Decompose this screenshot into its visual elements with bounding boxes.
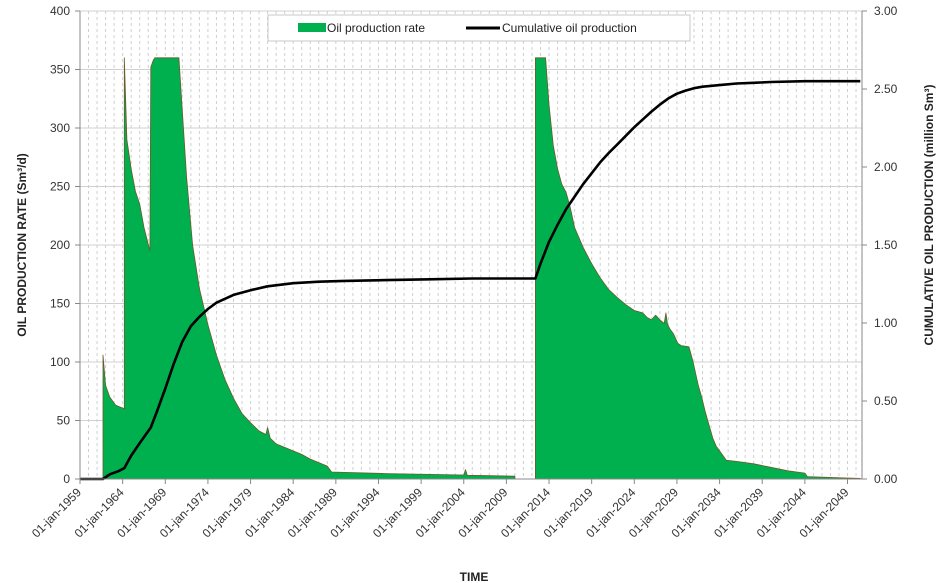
x-axis-title: TIME xyxy=(460,570,489,583)
legend-swatch-oil-rate xyxy=(298,23,326,32)
y-left-tick-label: 100 xyxy=(50,355,70,369)
y-axis-right-title: CUMULATIVE OIL PRODUCTION (million Sm³) xyxy=(922,85,936,346)
y-right-tick-label: 2.50 xyxy=(874,82,898,96)
y-axis-left-title: OIL PRODUCTION RATE (Sm³/d) xyxy=(15,153,29,337)
legend-label-oil-rate: Oil production rate xyxy=(327,21,425,35)
plot-area xyxy=(80,57,861,481)
y-left-tick-label: 350 xyxy=(50,63,70,77)
y-left-tick-label: 150 xyxy=(50,297,70,311)
y-right-tick-label: 2.00 xyxy=(874,160,898,174)
y-right-tick-label: 0.50 xyxy=(874,394,898,408)
legend-label-cumulative: Cumulative oil production xyxy=(502,21,637,35)
y-right-tick-label: 1.50 xyxy=(874,238,898,252)
cumulative-line xyxy=(80,79,861,481)
y-right-tick-label: 1.00 xyxy=(874,316,898,330)
y-left-tick-label: 300 xyxy=(50,121,70,135)
y-left-tick-label: 0 xyxy=(63,472,70,486)
oil-rate-area xyxy=(535,57,861,480)
y-left-tick-label: 50 xyxy=(57,414,71,428)
y-right-tick-label: 3.00 xyxy=(874,4,898,18)
oil-rate-area xyxy=(102,57,516,480)
y-left-tick-label: 200 xyxy=(50,238,70,252)
legend: Oil production rate Cumulative oil produ… xyxy=(267,14,691,42)
y-left-tick-label: 400 xyxy=(50,4,70,18)
y-left-tick-label: 250 xyxy=(50,180,70,194)
y-right-tick-label: 0.00 xyxy=(874,472,898,486)
